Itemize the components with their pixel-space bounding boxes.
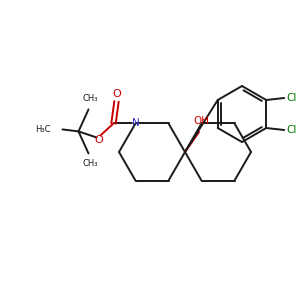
Text: OH: OH xyxy=(193,116,209,126)
Text: Cl: Cl xyxy=(286,93,297,103)
Text: O: O xyxy=(94,135,103,146)
Text: CH₃: CH₃ xyxy=(83,159,98,168)
Text: Cl: Cl xyxy=(286,125,297,135)
Text: H₃C: H₃C xyxy=(35,125,50,134)
Text: CH₃: CH₃ xyxy=(83,94,98,103)
Text: N: N xyxy=(132,118,140,128)
Text: O: O xyxy=(112,89,121,99)
